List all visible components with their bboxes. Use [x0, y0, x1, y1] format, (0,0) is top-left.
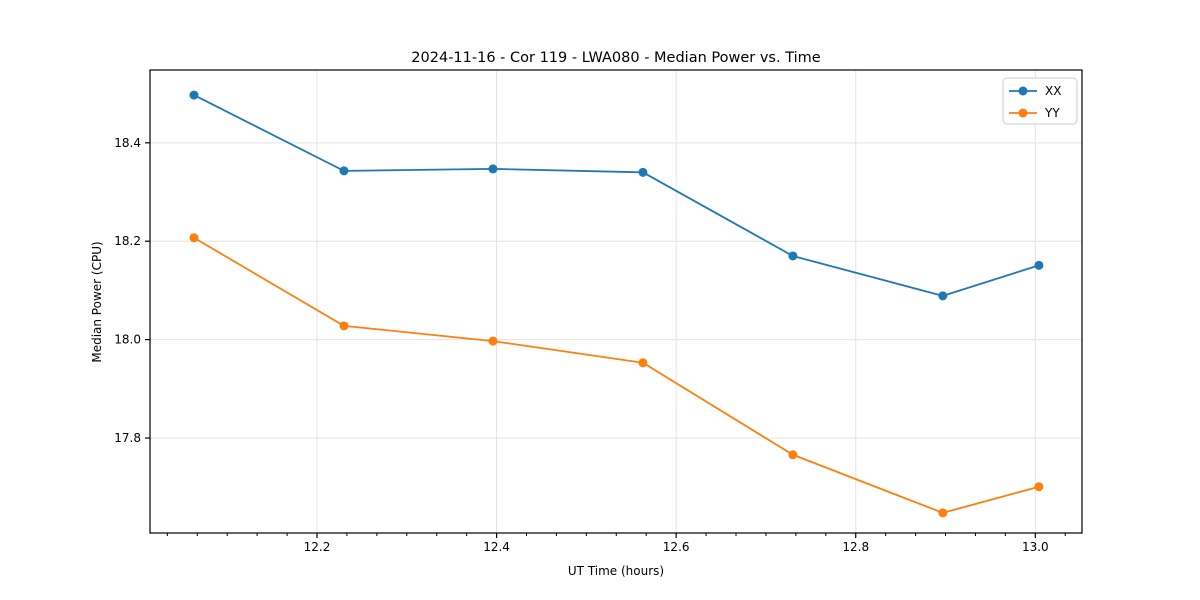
series-line-xx: [193, 94, 1040, 297]
data-point-xx: [189, 90, 199, 100]
x-axis-label: UT Time (hours): [568, 564, 664, 578]
series-layer: [189, 90, 1044, 518]
series-line-yy: [193, 236, 1040, 514]
gridlines: [150, 70, 1082, 533]
data-point-yy: [938, 508, 948, 518]
y-tick-label: 18.0: [114, 333, 141, 347]
legend-marker-yy: [1018, 108, 1028, 118]
plot-frame: [149, 69, 1083, 534]
data-point-xx: [638, 167, 648, 177]
x-tick-label: 13.0: [1022, 540, 1049, 554]
legend-entry-xx: XX: [1009, 84, 1061, 98]
x-tick-label: 12.4: [483, 540, 510, 554]
legend-label-xx: XX: [1045, 84, 1061, 98]
legend-box: [1002, 77, 1078, 125]
legend-entry-yy: YY: [1009, 106, 1060, 120]
data-point-xx: [788, 251, 798, 261]
legend-label-yy: YY: [1044, 106, 1060, 120]
chart-title: 2024-11-16 - Cor 119 - LWA080 - Median P…: [411, 50, 820, 66]
x-tick-label: 12.2: [304, 540, 331, 554]
x-tick-label: 12.8: [842, 540, 869, 554]
y-axis-label: Median Power (CPU): [90, 241, 104, 362]
data-point-yy: [339, 321, 349, 331]
y-tick-label: 17.8: [114, 431, 141, 445]
data-point-xx: [1034, 260, 1044, 270]
data-point-yy: [1034, 482, 1044, 492]
legend-marker-xx: [1018, 86, 1028, 96]
data-point-xx: [488, 164, 498, 174]
data-point-xx: [938, 291, 948, 301]
axis-ticks: [145, 142, 1066, 538]
x-tick-label: 12.6: [663, 540, 690, 554]
data-point-yy: [488, 336, 498, 346]
data-point-yy: [788, 450, 798, 460]
y-tick-label: 18.4: [114, 136, 141, 150]
data-point-yy: [189, 233, 199, 243]
data-point-yy: [638, 358, 648, 368]
data-point-xx: [339, 166, 349, 176]
legend: XX YY: [1002, 77, 1078, 125]
y-tick-label: 18.2: [114, 234, 141, 248]
tick-labels: 12.2 12.4 12.6 12.8 13.0 17.8 18.0 18.2 18.4: [114, 136, 1048, 554]
